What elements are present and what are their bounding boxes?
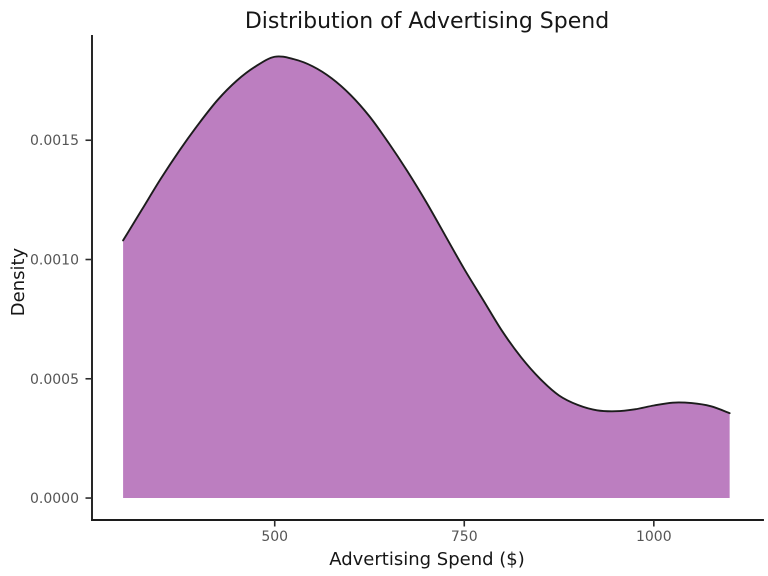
x-axis-ticks: 500 750 1000 bbox=[261, 520, 672, 545]
y-axis-label: Density bbox=[8, 247, 29, 316]
y-axis-ticks: 0.0000 0.0005 0.0010 0.0015 bbox=[30, 133, 92, 507]
chart-title: Distribution of Advertising Spend bbox=[245, 9, 609, 34]
y-tick-label: 0.0010 bbox=[30, 253, 79, 269]
kde-area bbox=[123, 56, 730, 499]
y-tick-label: 0.0005 bbox=[30, 372, 79, 388]
x-tick-label: 750 bbox=[451, 529, 478, 545]
x-tick-label: 1000 bbox=[636, 529, 672, 545]
x-tick-label: 500 bbox=[261, 529, 288, 545]
x-axis-label: Advertising Spend ($) bbox=[329, 549, 525, 570]
y-tick-label: 0.0015 bbox=[30, 133, 79, 149]
kde-line bbox=[122, 55, 731, 415]
y-tick-label: 0.0000 bbox=[30, 491, 79, 507]
